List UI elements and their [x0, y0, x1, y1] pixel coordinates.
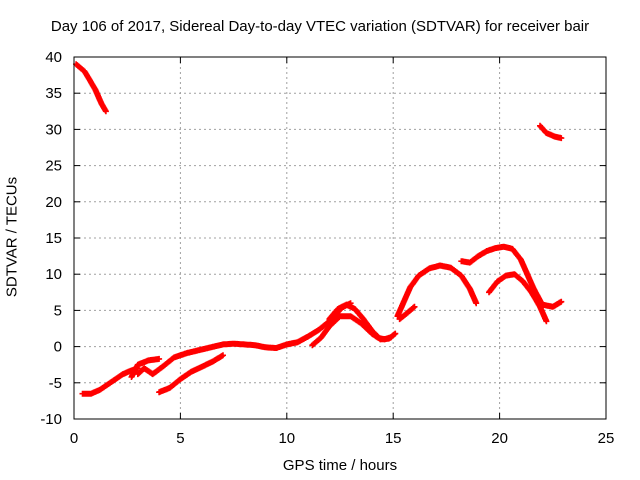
y-tick-label: 10: [45, 266, 62, 283]
y-tick-label: 5: [54, 302, 62, 319]
y-tick-label: -10: [40, 411, 62, 428]
y-tick-label: 35: [45, 85, 62, 102]
y-tick-label: 20: [45, 194, 62, 211]
series-pass-11: [486, 271, 550, 325]
series-pass-7: [326, 301, 399, 343]
plot-frame: [73, 56, 607, 420]
x-tick-label: 15: [385, 430, 402, 447]
series-pass-13: [537, 122, 565, 142]
series-pass-9: [396, 303, 418, 323]
series-pass-1: [73, 61, 109, 115]
data-points: [486, 271, 550, 325]
x-tick-label: 20: [491, 430, 508, 447]
data-points: [396, 303, 418, 323]
x-tick-label: 5: [176, 430, 184, 447]
y-tick-label: 25: [45, 158, 62, 175]
data-points: [73, 61, 109, 115]
data-points: [537, 122, 565, 142]
data-points: [530, 285, 565, 310]
data-points: [156, 352, 226, 396]
series-pass-12: [530, 285, 565, 310]
data-points: [326, 301, 399, 343]
y-tick-label: -5: [49, 375, 62, 392]
data-points: [79, 365, 141, 397]
data-points: [394, 262, 480, 320]
series-pass-5: [156, 352, 226, 396]
y-tick-label: 0: [54, 339, 62, 356]
x-tick-label: 10: [278, 430, 295, 447]
chart-title: Day 106 of 2017, Sidereal Day-to-day VTE…: [50, 18, 590, 35]
series-pass-3: [128, 355, 163, 380]
y-tick-label: 30: [45, 121, 62, 138]
y-tick-label: 40: [45, 49, 62, 66]
x-tick-label: 25: [598, 430, 615, 447]
series-pass-8: [394, 262, 480, 320]
y-axis-label: SDTVAR / TECUs: [3, 176, 21, 298]
x-tick-label: 0: [70, 430, 78, 447]
y-tick-label: 15: [45, 230, 62, 247]
x-axis-label: GPS time / hours: [282, 457, 398, 474]
data-points: [128, 355, 163, 380]
series-pass-2: [79, 365, 141, 397]
